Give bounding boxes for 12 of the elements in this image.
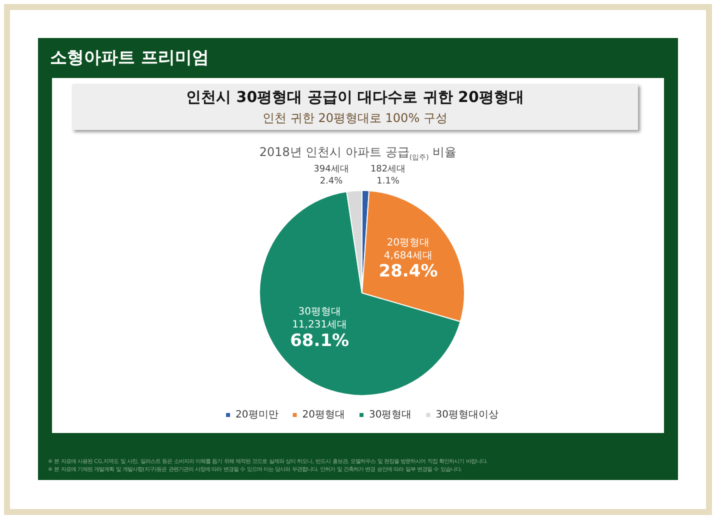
text: 2018년 인천시 아파트 공급$_{(입주)}$ 비율	[258, 144, 458, 162]
legend-label: 30평형대이상	[436, 410, 498, 421]
data-label: 20평형대 4,684세대 28.4%	[378, 237, 438, 282]
data-label: 30평형대 11,231세대 68.1%	[290, 306, 350, 352]
legend-label: 30평형대	[369, 410, 412, 421]
text: 소형아파트 프리미엄	[50, 47, 209, 69]
data-label: 394세대 2.4%	[314, 164, 349, 187]
legend-label: 20평형대	[302, 410, 346, 421]
data-label: 182세대 1.1%	[370, 164, 406, 186]
chart-subtitle: 인천 귀한 20평형대로 100% 구성	[262, 110, 448, 127]
legend-label: 20평미만	[236, 410, 278, 421]
chart-title: 인천시 30평형대 공급이 대다수로 귀한 20평형대	[185, 88, 525, 107]
